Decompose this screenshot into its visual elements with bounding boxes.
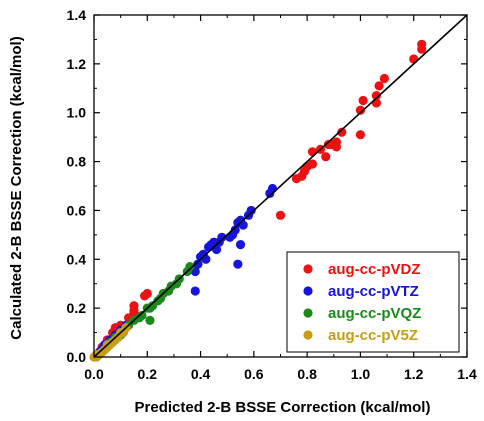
x-tick-label: 0.8 — [297, 366, 317, 382]
y-tick-label: 0.6 — [67, 202, 87, 218]
y-tick-label: 0.0 — [67, 349, 87, 365]
y-tick-label: 0.8 — [67, 154, 87, 170]
legend-box — [286, 251, 460, 353]
x-tick-label: 0.6 — [244, 366, 264, 382]
legend-marker — [303, 264, 313, 274]
point-aug-cc-pvdz — [307, 147, 318, 157]
point-aug-cc-pvdz — [291, 174, 302, 184]
point-aug-cc-pvdz — [379, 73, 390, 84]
point-aug-cc-pvtz — [203, 242, 214, 252]
point-aug-cc-pvdz — [358, 95, 368, 106]
point-aug-cc-pvdz — [321, 152, 331, 162]
point-aug-cc-pvtz — [225, 232, 235, 242]
legend-label: aug-cc-pVTZ — [328, 283, 419, 300]
point-aug-cc-pvtz — [265, 188, 275, 198]
y-axis-title: Calculated 2-B BSSE Correction (kcal/mol… — [8, 36, 25, 339]
point-aug-cc-pvtz — [211, 244, 222, 255]
x-tick-label: 0.4 — [191, 366, 211, 382]
y-axis-ticks: 0.0 0.2 0.4 0.6 0.8 1.0 1.2 1.4 — [67, 7, 467, 365]
legend-marker — [303, 308, 313, 318]
data-points — [89, 39, 427, 362]
legend-marker — [303, 330, 313, 340]
point-aug-cc-pvdz — [374, 81, 384, 91]
y-tick-label: 1.2 — [67, 56, 87, 72]
y-tick-label: 0.4 — [67, 251, 87, 267]
x-axis-ticks: 0.0 0.2 0.4 0.6 0.8 1.0 1.2 1.4 — [84, 15, 477, 382]
point-aug-cc-pvtz — [190, 286, 200, 296]
legend-label: aug-cc-pVDZ — [328, 261, 421, 278]
plot-frame — [93, 14, 468, 358]
x-tick-label: 1.2 — [404, 366, 424, 382]
point-aug-cc-pvdz — [371, 91, 382, 101]
point-aug-cc-pvtz — [201, 254, 211, 264]
x-tick-label: 1.4 — [457, 366, 477, 382]
point-aug-cc-pvtz — [235, 240, 246, 250]
x-tick-label: 1.0 — [351, 366, 371, 382]
legend-label: aug-cc-pV5Z — [328, 327, 418, 344]
point-aug-cc-pvdz — [409, 54, 419, 64]
point-aug-cc-pvdz — [337, 127, 347, 137]
legend-marker — [303, 286, 313, 296]
x-axis-title: Predicted 2-B BSSE Correction (kcal/mol) — [135, 399, 431, 416]
point-aug-cc-pvdz — [140, 291, 150, 301]
x-tick-label: 0.2 — [138, 366, 158, 382]
x-tick-label: 0.0 — [84, 366, 104, 382]
legend: aug-cc-pVDZ aug-cc-pVTZ aug-cc-pVQZ aug-cc-… — [286, 251, 460, 353]
point-aug-cc-pvdz — [355, 105, 366, 115]
point-aug-cc-pvtz — [233, 259, 243, 269]
point-aug-cc-pvtz — [238, 220, 248, 230]
point-aug-cc-pvdz — [331, 142, 342, 152]
y-tick-label: 1.4 — [67, 7, 87, 23]
point-aug-cc-pvdz — [275, 210, 286, 220]
legend-label: aug-cc-pVQZ — [328, 305, 421, 322]
point-aug-cc-pvdz — [371, 98, 382, 108]
point-aug-cc-pvdz — [355, 130, 366, 140]
point-aug-cc-pvqz — [145, 315, 155, 325]
y-tick-label: 1.0 — [67, 105, 87, 121]
point-aug-cc-pvdz — [417, 44, 427, 54]
point-aug-cc-pvtz — [193, 259, 203, 269]
y-tick-label: 0.2 — [67, 300, 87, 316]
reference-line — [93, 14, 468, 358]
point-aug-cc-pvdz — [323, 139, 334, 150]
